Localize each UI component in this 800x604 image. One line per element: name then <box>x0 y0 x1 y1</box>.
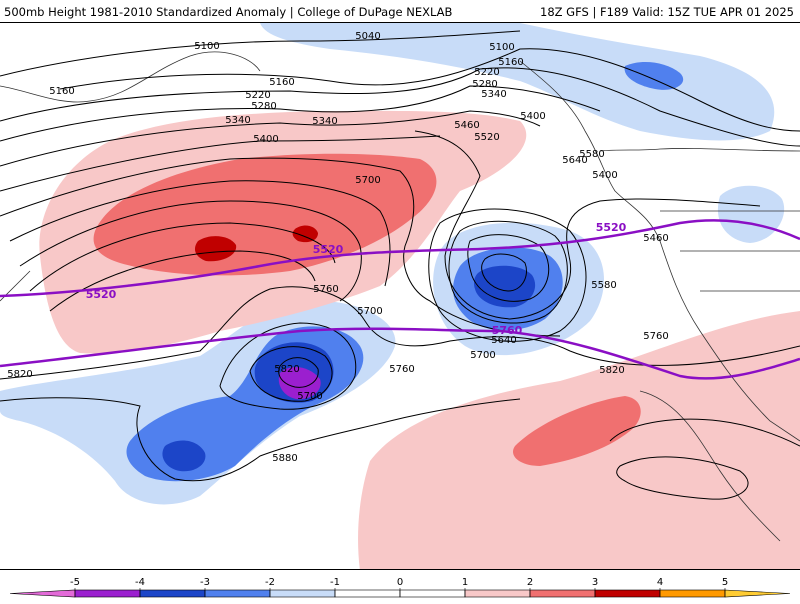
run-info: 18Z GFS | F189 Valid: 15Z TUE APR 01 202… <box>540 5 794 19</box>
colorbar-tick-label: -2 <box>265 577 275 588</box>
colorbar-tick-label: 4 <box>657 577 663 588</box>
colorbar-svg: -5 -4 -3 -2 -1 0 1 2 3 4 5 <box>9 577 791 598</box>
height-contour-label: 5280 <box>251 101 276 112</box>
height-contour-label: 5820 <box>274 364 299 375</box>
height-contour-label: 5820 <box>599 365 624 376</box>
neg-anomaly-northeast <box>260 23 775 141</box>
height-contour-label: 5460 <box>454 120 479 131</box>
height-contour-label: 5400 <box>592 170 617 181</box>
height-contour-label: 5220 <box>245 90 270 101</box>
climo-contour-labels: 5520 5520 5520 5760 <box>86 221 627 337</box>
height-contour-label: 5820 <box>7 369 32 380</box>
colorbar-tick-label: -4 <box>135 577 145 588</box>
neg-anomaly-northeast-core <box>624 61 684 90</box>
height-contour-label: 5280 <box>472 79 497 90</box>
height-contour-label: 5340 <box>225 115 250 126</box>
colorbar-segment <box>529 589 596 598</box>
height-contour-label: 5160 <box>498 57 523 68</box>
pos-anomaly-core-west <box>194 236 237 262</box>
height-contour-label: 5700 <box>357 306 382 317</box>
colorbar-segment <box>269 589 336 598</box>
height-contour-label: 5580 <box>591 280 616 291</box>
height-contour-label: 5100 <box>489 42 514 53</box>
colorbar-segment <box>74 589 141 598</box>
colorbar-segment <box>594 589 661 598</box>
height-contour-labels: 5040510051005160516051605220522052805280… <box>7 31 668 464</box>
climo-contour-label: 5520 <box>596 221 627 234</box>
colorbar-tick-label: 1 <box>462 577 468 588</box>
height-contour-label: 5700 <box>297 391 322 402</box>
height-contour-label: 5400 <box>253 134 278 145</box>
height-contour-label: 5760 <box>313 284 338 295</box>
anomaly-map: 5040510051005160516051605220522052805280… <box>0 23 800 569</box>
colorbar-segment <box>724 589 791 598</box>
climo-contour-label: 5760 <box>492 324 523 337</box>
colorbar-segment <box>334 589 401 598</box>
height-contour-label: 5640 <box>491 335 516 346</box>
height-contours <box>0 30 800 500</box>
colorbar-segment <box>204 589 271 598</box>
coastlines <box>0 51 800 542</box>
pos-anomaly-core-east <box>292 225 318 243</box>
height-contour-label: 5400 <box>520 111 545 122</box>
height-contour-label: 5160 <box>49 86 74 97</box>
colorbar-tick-label: 0 <box>397 577 403 588</box>
pos-anomaly-south-mid <box>512 396 641 466</box>
height-contour-label: 5340 <box>312 116 337 127</box>
neg-anomaly-south-extreme <box>278 367 321 400</box>
height-contour-label: 5640 <box>562 155 587 166</box>
colorbar-tick-label: -3 <box>200 577 210 588</box>
height-contour-label: 5760 <box>389 364 414 375</box>
colorbar-tick-label: 2 <box>527 577 533 588</box>
anomaly-colorbar: -5 -4 -3 -2 -1 0 1 2 3 4 5 <box>0 570 800 600</box>
colorbar-segment <box>464 589 531 598</box>
height-contour-label: 5580 <box>579 149 604 160</box>
height-contour-label: 5040 <box>355 31 380 42</box>
height-contour-label: 5160 <box>269 77 294 88</box>
colorbar-tick-label: -5 <box>70 577 80 588</box>
colorbar-tick-label: 5 <box>722 577 728 588</box>
colorbar-tick-label: -1 <box>330 577 340 588</box>
climo-contours <box>0 219 800 380</box>
colorbar-segment <box>139 589 206 598</box>
header: 500mb Height 1981-2010 Standardized Anom… <box>0 0 800 22</box>
height-contour-label: 5520 <box>474 132 499 143</box>
pos-anomaly-north-mid <box>93 153 437 276</box>
map-title: 500mb Height 1981-2010 Standardized Anom… <box>4 5 453 19</box>
neg-anomaly-southwest-core <box>162 440 206 472</box>
colorbar-segment <box>399 589 466 598</box>
height-contour-label: 5100 <box>194 41 219 52</box>
colorbar-tick-label: 3 <box>592 577 598 588</box>
neg-anomaly-low-core <box>474 265 536 308</box>
height-contour-label: 5460 <box>643 233 668 244</box>
height-contour-label: 5700 <box>355 175 380 186</box>
climo-contour-label: 5520 <box>86 288 117 301</box>
neg-anomaly-east <box>717 185 785 243</box>
colorbar-segment <box>659 589 726 598</box>
colorbar-segment <box>9 589 76 598</box>
height-contour-label: 5220 <box>474 67 499 78</box>
height-contour-label: 5760 <box>643 331 668 342</box>
height-contour-label: 5340 <box>481 89 506 100</box>
climo-contour-label: 5520 <box>313 243 344 256</box>
height-contour-label: 5880 <box>272 453 297 464</box>
height-contour-label: 5700 <box>470 350 495 361</box>
map-panel: 5040 5100 5100 5160 5160 5160 5220 5220 5280 5280… <box>0 22 800 570</box>
